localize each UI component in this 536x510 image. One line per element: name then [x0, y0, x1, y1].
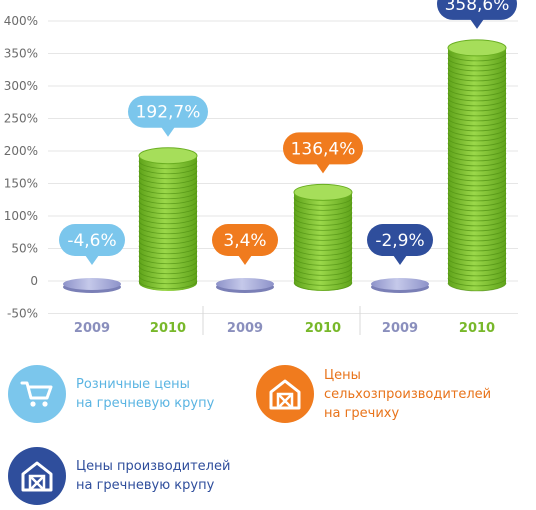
data-label: 358,6% [445, 0, 510, 15]
data-label: 192,7% [136, 103, 201, 123]
barn-icon [256, 365, 314, 423]
data-label: -4,6% [67, 231, 116, 251]
y-tick-label: 350% [4, 47, 38, 61]
y-tick-label: 0 [30, 274, 38, 288]
y-tick-label: 150% [4, 177, 38, 191]
legend-item-retail: Розничные цены на гречневую крупу [8, 365, 214, 423]
y-tick-label: 200% [4, 144, 38, 158]
cart-icon [8, 365, 66, 423]
x-tick-label: 2010 [150, 321, 186, 336]
bar [138, 147, 198, 291]
data-label: -2,9% [375, 231, 424, 251]
barn-icon [8, 447, 66, 505]
y-tick-label: 250% [4, 112, 38, 126]
data-label-bubble: 192,7% [128, 95, 208, 137]
legend-label-agri: Цены сельхозпроизводителей на гречиху [324, 367, 492, 421]
bar [216, 278, 274, 293]
x-tick-label: 2009 [227, 321, 263, 336]
y-tick-label: 300% [4, 79, 38, 93]
data-label: 3,4% [223, 231, 266, 251]
bar [63, 278, 121, 293]
legend-item-agri: Цены сельхозпроизводителей на гречиху [256, 365, 491, 423]
bar [293, 183, 353, 291]
data-label: 136,4% [291, 139, 356, 159]
data-label-bubble: -4,6% [59, 224, 125, 265]
chart: 400% 350% 300% 250% 200% 150% 100% 50% 0 -50% 2009… [4, 0, 518, 336]
data-label-bubble: 136,4% [283, 132, 363, 174]
legend-item-producer: Цены производителей на гречневую крупу [8, 447, 230, 505]
legend-label-producer: Цены производителей на гречневую крупу [76, 459, 231, 493]
data-label-bubble: 3,4% [212, 224, 278, 265]
data-label-bubble: 358,6% [437, 0, 517, 29]
y-tick-label: -50% [7, 307, 38, 321]
x-tick-label: 2009 [382, 321, 418, 336]
legend-label-retail: Розничные цены на гречневую крупу [76, 377, 215, 411]
x-tick-label: 2009 [74, 321, 110, 336]
x-tick-label: 2010 [459, 321, 495, 336]
y-tick-label: 100% [4, 209, 38, 223]
x-tick-label: 2010 [305, 321, 341, 336]
bar [447, 39, 507, 292]
y-tick-label: 400% [4, 14, 38, 28]
bar [371, 278, 429, 293]
data-label-bubble: -2,9% [367, 224, 433, 265]
y-tick-label: 50% [11, 242, 38, 256]
